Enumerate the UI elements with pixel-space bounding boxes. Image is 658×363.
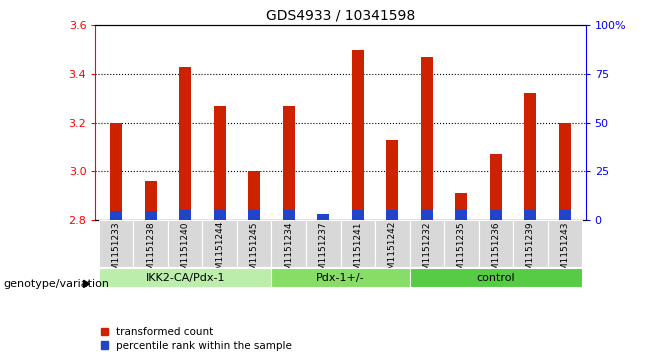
Text: GSM1151234: GSM1151234 <box>284 221 293 282</box>
Bar <box>455 193 467 220</box>
Bar <box>386 210 398 220</box>
Bar <box>455 210 467 220</box>
Bar <box>409 268 582 287</box>
Text: GSM1151233: GSM1151233 <box>112 221 120 282</box>
Bar <box>341 220 375 267</box>
Bar <box>272 220 306 267</box>
Text: GSM1151235: GSM1151235 <box>457 221 466 282</box>
Text: GSM1151238: GSM1151238 <box>146 221 155 282</box>
Text: Pdx-1+/-: Pdx-1+/- <box>316 273 365 283</box>
Title: GDS4933 / 10341598: GDS4933 / 10341598 <box>266 9 415 23</box>
Bar <box>168 220 203 267</box>
Text: GSM1151239: GSM1151239 <box>526 221 535 282</box>
Bar <box>214 106 226 220</box>
Text: control: control <box>476 273 515 283</box>
Bar <box>283 210 295 220</box>
Bar <box>110 122 122 220</box>
Bar <box>203 220 237 267</box>
Text: GSM1151243: GSM1151243 <box>561 221 569 282</box>
Bar <box>524 93 536 220</box>
Bar <box>513 220 547 267</box>
Bar <box>237 220 272 267</box>
Text: GSM1151241: GSM1151241 <box>353 221 363 282</box>
Bar <box>110 211 122 220</box>
Bar <box>490 154 502 220</box>
Bar <box>134 220 168 267</box>
Bar <box>444 220 478 267</box>
Bar <box>352 50 364 220</box>
Text: GSM1151242: GSM1151242 <box>388 221 397 281</box>
Bar <box>179 210 191 220</box>
Text: GSM1151237: GSM1151237 <box>318 221 328 282</box>
Text: IKK2-CA/Pdx-1: IKK2-CA/Pdx-1 <box>145 273 225 283</box>
Bar <box>559 210 571 220</box>
Bar <box>272 268 409 287</box>
Bar <box>386 139 398 220</box>
Bar <box>524 210 536 220</box>
Bar <box>317 217 329 220</box>
Bar <box>248 171 261 220</box>
Polygon shape <box>84 280 89 287</box>
Bar <box>559 122 571 220</box>
Bar <box>478 220 513 267</box>
Bar <box>490 210 502 220</box>
Bar <box>306 220 341 267</box>
Text: GSM1151232: GSM1151232 <box>422 221 432 282</box>
Text: GSM1151236: GSM1151236 <box>492 221 500 282</box>
Bar <box>99 268 272 287</box>
Text: GSM1151245: GSM1151245 <box>249 221 259 282</box>
Bar <box>179 67 191 220</box>
Bar <box>352 210 364 220</box>
Bar <box>420 57 433 220</box>
Bar <box>99 220 134 267</box>
Bar <box>145 211 157 220</box>
Bar <box>145 181 157 220</box>
Legend: transformed count, percentile rank within the sample: transformed count, percentile rank withi… <box>101 327 292 351</box>
Bar <box>317 213 329 220</box>
Bar <box>214 210 226 220</box>
Text: GSM1151240: GSM1151240 <box>181 221 190 282</box>
Bar <box>409 220 444 267</box>
Bar <box>547 220 582 267</box>
Bar <box>283 106 295 220</box>
Bar <box>420 210 433 220</box>
Bar <box>248 210 261 220</box>
Text: GSM1151244: GSM1151244 <box>215 221 224 281</box>
Text: genotype/variation: genotype/variation <box>3 279 109 289</box>
Bar <box>375 220 409 267</box>
